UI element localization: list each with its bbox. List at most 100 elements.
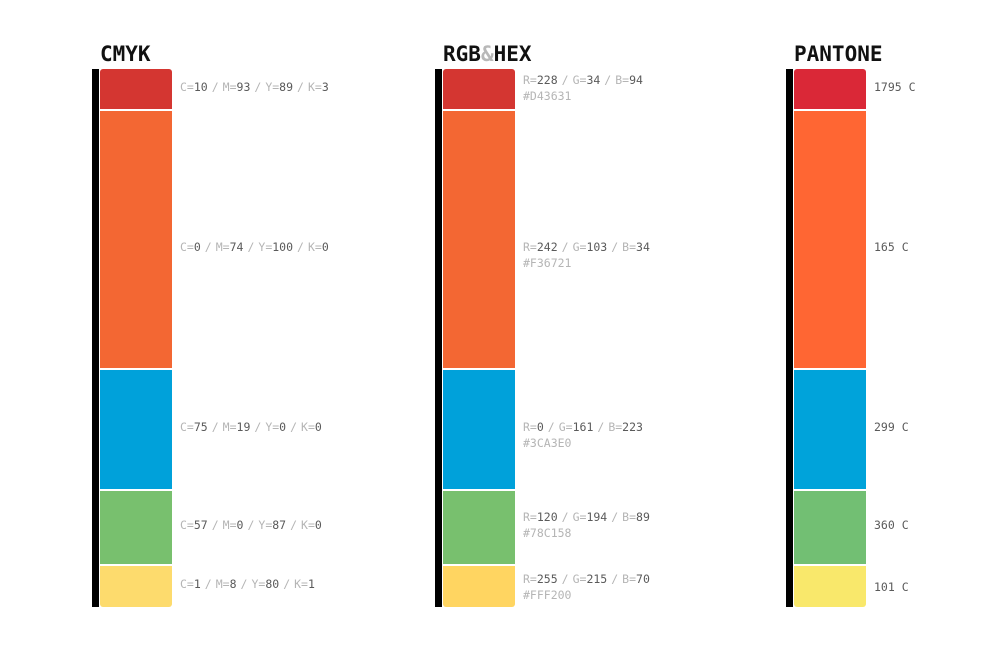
- rgb-swatch-yellow: [443, 566, 515, 607]
- separator: /: [204, 577, 212, 591]
- separator: /: [283, 577, 291, 591]
- component-values: C=57/M=0/Y=87/K=0: [180, 518, 322, 532]
- cmyk-label-yellow: C=1/M=8/Y=80/K=1: [180, 576, 315, 592]
- component-value: 89: [636, 510, 650, 524]
- component-key: M=: [222, 518, 237, 532]
- pantone-label-360c: 360 C: [874, 518, 909, 532]
- separator: /: [204, 240, 212, 254]
- component-key: B=: [608, 420, 623, 434]
- rgb-label-red: R=228/G=34/B=94 #D43631: [523, 72, 643, 104]
- component-value: 242: [536, 240, 558, 254]
- component-key: C=: [180, 420, 194, 434]
- rgb-swatch-blue: [443, 370, 515, 489]
- component-key: Y=: [265, 80, 280, 94]
- component-key: G=: [572, 73, 587, 87]
- rgb-title-part: RGB: [443, 42, 481, 66]
- separator: /: [611, 510, 619, 524]
- component-value: 94: [629, 73, 643, 87]
- cmyk-swatch-blue: [100, 370, 172, 489]
- cmyk-label-red: C=10/M=93/Y=89/K=3: [180, 79, 329, 95]
- component-key: K=: [301, 420, 315, 434]
- component-key: G=: [572, 572, 587, 586]
- component-values: C=10/M=93/Y=89/K=3: [180, 80, 329, 94]
- separator: /: [561, 510, 569, 524]
- component-key: Y=: [251, 577, 266, 591]
- cmyk-bar: [92, 69, 99, 607]
- component-value: 87: [272, 518, 287, 532]
- component-values: R=0/G=161/B=223: [523, 420, 643, 434]
- component-value: 194: [586, 510, 608, 524]
- component-value: 215: [586, 572, 608, 586]
- component-value: 100: [272, 240, 294, 254]
- pantone-label-1795c: 1795 C: [874, 80, 916, 94]
- hex-value: #FFF200: [523, 588, 572, 602]
- component-value: 0: [314, 518, 322, 532]
- component-key: G=: [572, 510, 587, 524]
- component-value: 223: [622, 420, 643, 434]
- separator: /: [247, 518, 255, 532]
- component-values: R=242/G=103/B=34: [523, 240, 650, 254]
- component-values: R=228/G=34/B=94: [523, 73, 643, 87]
- component-value: 74: [229, 240, 244, 254]
- component-values: R=120/G=194/B=89: [523, 510, 650, 524]
- component-key: M=: [222, 80, 237, 94]
- cmyk-label-orange: C=0/M=74/Y=100/K=0: [180, 239, 329, 255]
- component-key: K=: [301, 518, 315, 532]
- component-key: Y=: [258, 240, 273, 254]
- pantone-bar: [786, 69, 793, 607]
- hex-value: #78C158: [523, 526, 572, 540]
- component-value: 75: [193, 420, 208, 434]
- cmyk-label-green: C=57/M=0/Y=87/K=0: [180, 517, 322, 533]
- separator: /: [561, 240, 569, 254]
- separator: /: [247, 240, 255, 254]
- component-value: 120: [536, 510, 558, 524]
- rgb-swatch-red: [443, 69, 515, 109]
- separator: /: [211, 518, 219, 532]
- rgb-label-yellow: R=255/G=215/B=70 #FFF200: [523, 571, 650, 603]
- cmyk-swatch-stack: [100, 69, 172, 607]
- component-key: R=: [523, 240, 537, 254]
- cmyk-label-blue: C=75/M=19/Y=0/K=0: [180, 419, 322, 435]
- component-key: K=: [307, 80, 322, 94]
- rgb-swatch-orange: [443, 111, 515, 368]
- component-values: R=255/G=215/B=70: [523, 572, 650, 586]
- component-value: 34: [586, 73, 601, 87]
- separator: /: [561, 572, 569, 586]
- component-value: 3: [321, 80, 329, 94]
- separator: /: [297, 240, 304, 254]
- component-key: R=: [523, 73, 537, 87]
- component-value: 255: [536, 572, 558, 586]
- separator: /: [254, 420, 262, 434]
- component-value: 10: [193, 80, 208, 94]
- component-key: B=: [622, 572, 637, 586]
- separator: /: [297, 80, 304, 94]
- separator: /: [561, 73, 569, 87]
- component-key: M=: [215, 577, 230, 591]
- component-key: R=: [523, 420, 537, 434]
- component-key: M=: [215, 240, 230, 254]
- component-values: C=0/M=74/Y=100/K=0: [180, 240, 329, 254]
- component-value: 228: [536, 73, 558, 87]
- component-value: 34: [636, 240, 650, 254]
- component-value: 0: [536, 420, 544, 434]
- component-value: 0: [236, 518, 244, 532]
- cmyk-swatch-orange: [100, 111, 172, 368]
- component-values: C=1/M=8/Y=80/K=1: [180, 577, 315, 591]
- cmyk-swatch-yellow: [100, 566, 172, 607]
- pantone-title: PANTONE: [794, 42, 883, 66]
- separator: /: [611, 240, 619, 254]
- ampersand-glyph: &: [480, 42, 494, 66]
- pantone-swatch-yellow: [794, 566, 866, 607]
- component-value: 1: [193, 577, 201, 591]
- component-values: C=75/M=19/Y=0/K=0: [180, 420, 322, 434]
- component-key: B=: [615, 73, 630, 87]
- separator: /: [611, 572, 619, 586]
- pantone-label-165c: 165 C: [874, 240, 909, 254]
- component-value: 1: [307, 577, 315, 591]
- hex-value: #3CA3E0: [523, 436, 572, 450]
- separator: /: [547, 420, 555, 434]
- component-value: 0: [279, 420, 287, 434]
- component-key: C=: [180, 240, 194, 254]
- hex-value: #F36721: [523, 256, 572, 270]
- component-key: K=: [307, 240, 322, 254]
